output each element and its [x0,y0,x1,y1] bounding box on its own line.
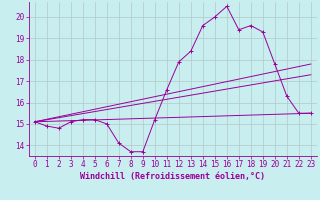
X-axis label: Windchill (Refroidissement éolien,°C): Windchill (Refroidissement éolien,°C) [80,172,265,181]
